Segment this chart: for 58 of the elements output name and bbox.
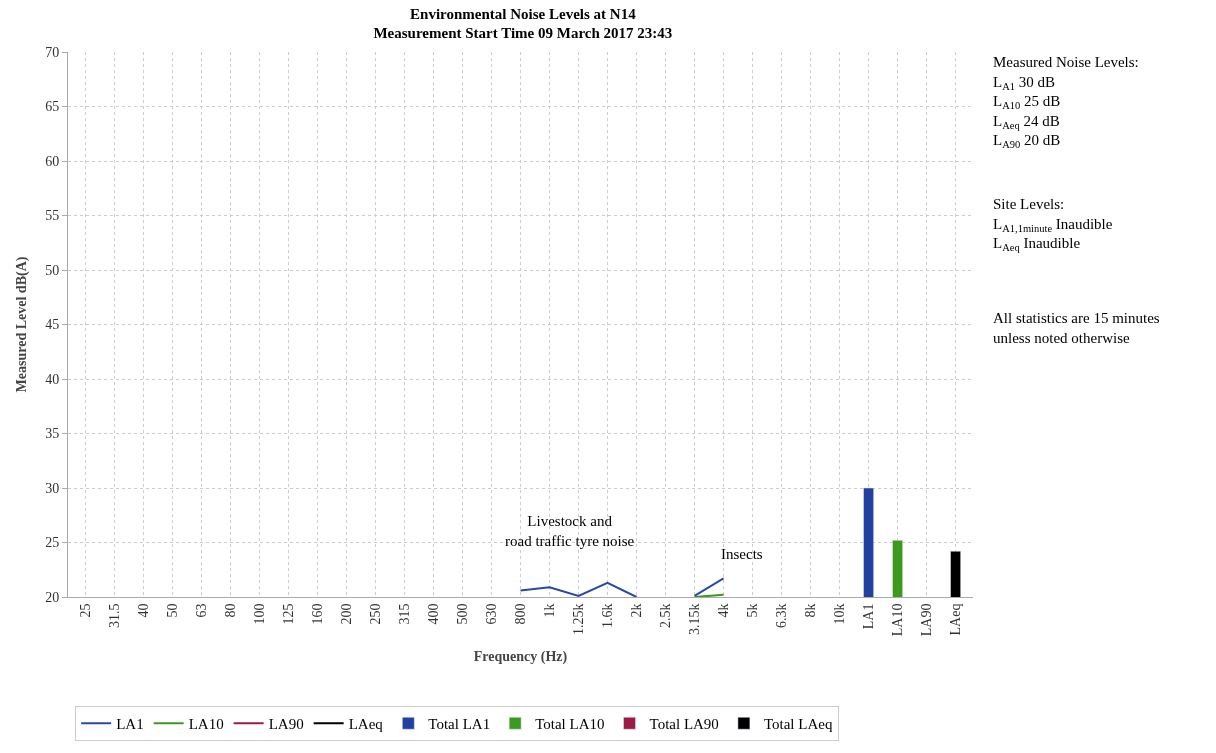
x-tick-label: 3.15k bbox=[687, 603, 703, 636]
x-tick-label: 1.6k bbox=[600, 603, 616, 629]
x-tick-label: 40 bbox=[135, 603, 151, 618]
annotation: Insects bbox=[721, 546, 763, 562]
x-tick-label: 2.5k bbox=[658, 603, 674, 629]
x-axis-title: Frequency (Hz) bbox=[473, 648, 568, 665]
legend-label: Total LA10 bbox=[535, 716, 605, 733]
x-tick-label: 25 bbox=[77, 603, 93, 618]
x-tick-label: 160 bbox=[310, 603, 326, 625]
legend-label: Total LA1 bbox=[428, 716, 491, 733]
x-tick-label: LA90 bbox=[919, 603, 935, 637]
y-tick-label: 50 bbox=[45, 262, 60, 278]
x-tick-label: 5k bbox=[745, 603, 761, 618]
x-tick-label: 6.3k bbox=[774, 603, 790, 629]
text: Measured Noise Levels: L$_{A1}$ 30 dB L$_{A10}$ 25 dB L$_{Aeq}$ 24 dB L$_{A90}$ 20 dB bbox=[993, 54, 1139, 151]
legend-label: LA90 bbox=[268, 716, 304, 733]
x-tick-label: 315 bbox=[397, 603, 413, 625]
x-tick-label: LA10 bbox=[890, 603, 906, 637]
x-tick-label: 400 bbox=[426, 603, 442, 625]
legend-label: LA10 bbox=[188, 716, 224, 733]
legend-label: Total LAeq bbox=[763, 716, 833, 733]
x-tick-label: 8k bbox=[803, 603, 819, 618]
x-tick-label: 500 bbox=[455, 603, 471, 625]
legend-label: LAeq bbox=[348, 716, 384, 733]
x-tick-label: 4k bbox=[716, 603, 732, 618]
x-tick-label: 1.25k bbox=[571, 603, 587, 636]
chart-title: Environmental Noise Levels at N14 Measurement Start Time 09 March 2017 23:43 bbox=[373, 5, 673, 42]
annotation: Livestock and road traffic tyre noise bbox=[505, 513, 635, 549]
y-tick-label: 55 bbox=[45, 208, 60, 224]
y-tick-label: 70 bbox=[45, 44, 60, 60]
legend-label: LA1 bbox=[116, 716, 144, 733]
y-tick-label: 35 bbox=[45, 426, 60, 442]
text: Site Levels: L$_{A1,1minute}$ Inaudible L$_{Aeq}$ Inaudible bbox=[993, 196, 1113, 254]
y-tick-label: 40 bbox=[45, 371, 60, 387]
y-tick-label: 65 bbox=[45, 99, 60, 115]
x-tick-label: 125 bbox=[281, 603, 296, 625]
x-tick-label: 100 bbox=[251, 603, 267, 625]
x-tick-label: 50 bbox=[164, 603, 180, 618]
x-tick-label: 250 bbox=[368, 603, 384, 625]
x-tick-label: 31.5 bbox=[106, 603, 122, 629]
x-tick-label: 2k bbox=[629, 603, 645, 618]
x-tick-label: 800 bbox=[513, 603, 529, 625]
text: All statistics are 15 minutes unless noted otherwise bbox=[993, 310, 1160, 346]
x-tick-label: 80 bbox=[222, 603, 238, 618]
x-tick-label: 10k bbox=[832, 603, 848, 625]
y-tick-label: 20 bbox=[45, 589, 60, 605]
legend-label: Total LA90 bbox=[649, 716, 719, 733]
x-tick-label: 630 bbox=[484, 603, 500, 625]
y-tick-label: 60 bbox=[45, 153, 60, 169]
x-tick-label: LAeq bbox=[948, 603, 964, 636]
x-tick-label: 200 bbox=[339, 603, 355, 625]
y-axis-title: Measured Level dB(A) bbox=[13, 256, 30, 393]
x-tick-label: 1k bbox=[542, 603, 558, 618]
x-tick-label: LA1 bbox=[861, 603, 877, 630]
y-tick-label: 45 bbox=[45, 317, 60, 333]
x-tick-label: 63 bbox=[193, 603, 209, 618]
y-tick-label: 25 bbox=[45, 535, 60, 551]
y-tick-label: 30 bbox=[45, 480, 60, 496]
